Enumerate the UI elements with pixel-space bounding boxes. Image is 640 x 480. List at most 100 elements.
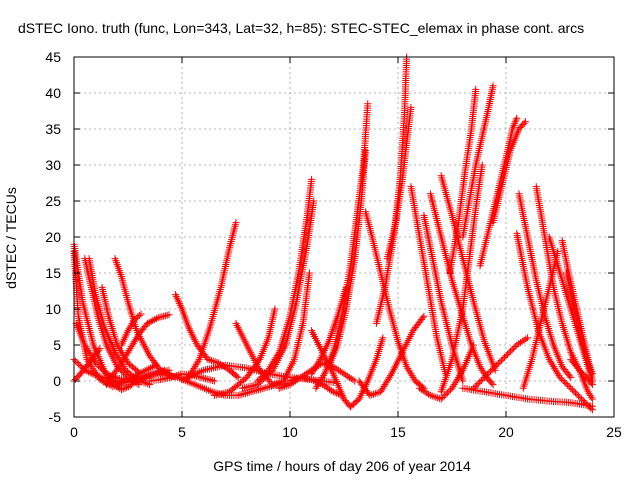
data-point	[190, 334, 198, 342]
data-point	[457, 370, 465, 378]
data-point	[204, 355, 212, 363]
data-point	[118, 339, 126, 347]
data-point	[206, 356, 214, 364]
data-point	[314, 359, 322, 367]
data-point	[137, 310, 145, 318]
data-point	[476, 378, 484, 386]
data-point	[118, 359, 126, 367]
data-point	[319, 372, 327, 380]
data-point	[209, 357, 217, 365]
data-point	[89, 365, 97, 373]
data-point	[272, 379, 280, 387]
data-point	[500, 353, 508, 361]
data-series	[118, 310, 145, 349]
data-point	[90, 370, 98, 378]
data-point	[420, 312, 428, 320]
y-tick-label: 40	[45, 85, 61, 101]
data-point	[191, 336, 199, 344]
data-point	[459, 377, 467, 385]
data-point	[273, 352, 281, 360]
data-point	[489, 381, 497, 389]
data-point	[127, 321, 135, 329]
data-point	[149, 317, 157, 325]
data-point	[194, 357, 202, 365]
data-point	[349, 376, 357, 384]
data-point	[324, 339, 332, 347]
data-point	[430, 393, 438, 401]
y-tick-label: 10	[45, 301, 61, 317]
x-tick-label: 0	[70, 424, 78, 440]
data-point	[132, 314, 140, 322]
data-point	[116, 361, 124, 369]
data-point	[128, 341, 136, 349]
data-point	[264, 366, 272, 374]
data-point	[407, 370, 415, 378]
data-point	[111, 348, 119, 356]
y-tick-label: 35	[45, 121, 61, 137]
data-point	[450, 381, 458, 389]
data-series	[459, 384, 596, 410]
data-point	[116, 346, 124, 354]
data-point	[473, 381, 481, 389]
data-point	[329, 388, 337, 396]
data-point	[184, 323, 192, 331]
data-point	[308, 175, 316, 183]
data-point	[313, 382, 321, 390]
data-point	[76, 362, 84, 370]
data-point	[505, 349, 513, 357]
data-point	[347, 375, 355, 383]
data-series	[184, 219, 240, 381]
data-point	[312, 384, 320, 392]
data-point	[266, 377, 274, 385]
data-point	[96, 364, 104, 372]
data-point	[477, 376, 485, 384]
data-point	[72, 357, 80, 365]
data-point	[281, 382, 289, 390]
data-point	[119, 337, 127, 345]
data-point	[123, 383, 131, 391]
data-point	[336, 367, 344, 375]
data-point	[255, 375, 263, 383]
data-point	[421, 388, 429, 396]
data-point	[308, 370, 316, 378]
data-point	[99, 367, 107, 375]
data-point	[270, 357, 278, 365]
data-series	[98, 283, 143, 376]
data-point	[265, 364, 273, 372]
data-point	[234, 373, 242, 381]
data-point	[133, 367, 141, 375]
data-point	[175, 298, 183, 306]
data-point	[318, 373, 326, 381]
x-axis-label: GPS time / hours of day 206 of year 2014	[213, 458, 471, 474]
data-point	[118, 348, 126, 356]
data-series	[372, 53, 411, 327]
y-tick-label: 5	[53, 337, 61, 353]
data-point	[261, 369, 269, 377]
data-point	[448, 384, 456, 392]
data-point	[378, 386, 386, 394]
data-point	[165, 311, 173, 319]
data-point	[92, 359, 100, 367]
data-point	[364, 100, 372, 108]
data-point	[119, 357, 127, 365]
data-point	[478, 366, 486, 374]
data-point	[210, 377, 218, 385]
data-point	[327, 387, 335, 395]
x-tick-label: 10	[282, 424, 298, 440]
data-point	[458, 368, 466, 376]
data-point	[451, 379, 459, 387]
data-point	[504, 350, 512, 358]
x-tick-label: 5	[178, 424, 186, 440]
data-point	[344, 372, 352, 380]
data-point	[322, 383, 330, 391]
data-point	[186, 327, 194, 335]
data-point	[309, 376, 317, 384]
data-series	[70, 345, 104, 385]
data-point	[190, 364, 198, 372]
data-point	[416, 384, 424, 392]
data-point	[122, 332, 130, 340]
data-series	[210, 305, 279, 399]
x-tick-label: 15	[390, 424, 406, 440]
data-point	[313, 361, 321, 369]
data-point	[406, 368, 414, 376]
